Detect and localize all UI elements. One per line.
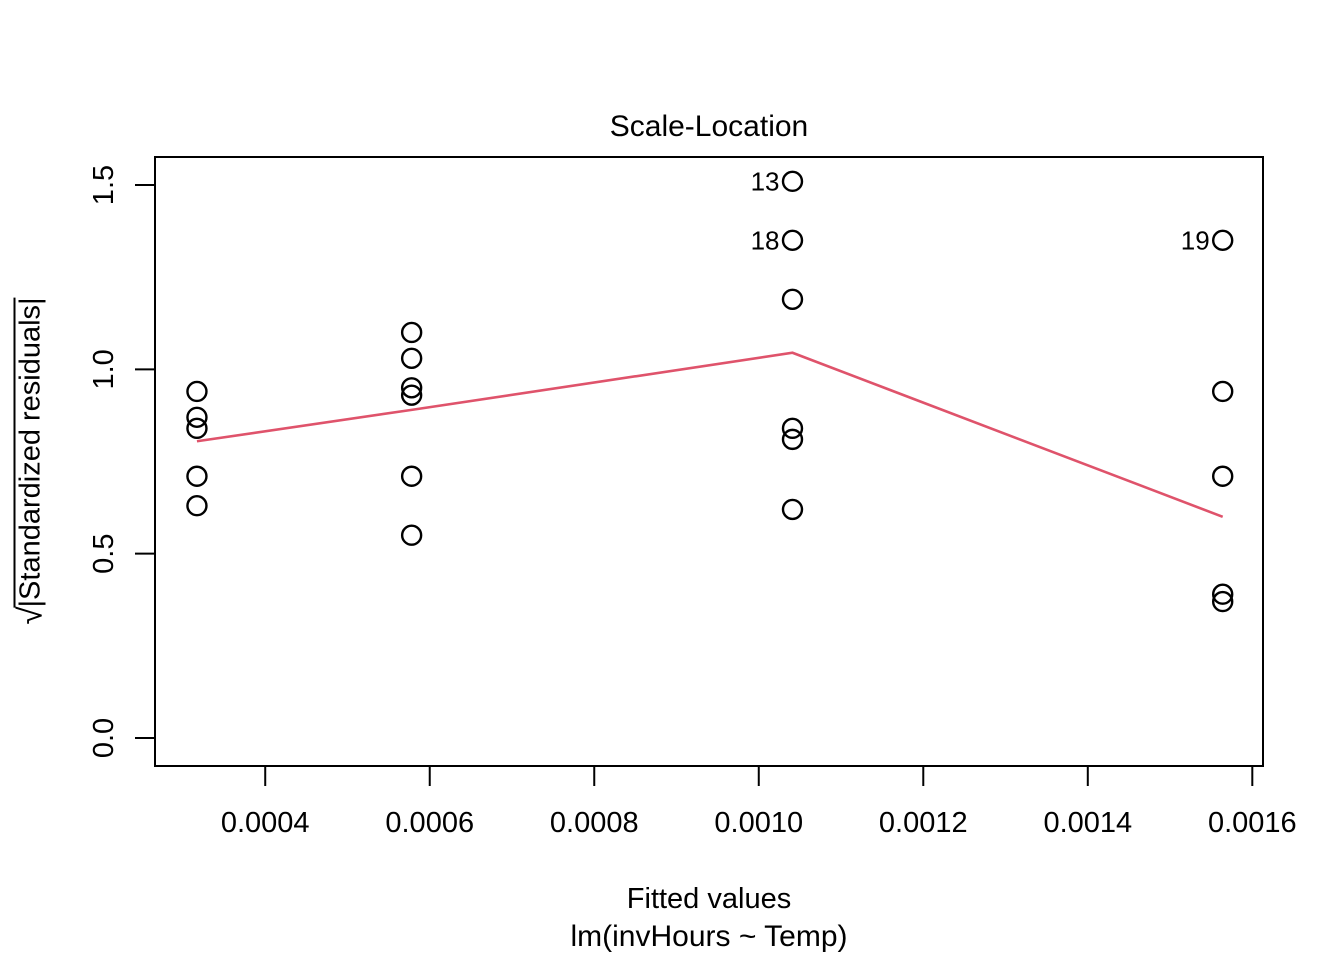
- data-point: [186, 495, 208, 517]
- data-point: [186, 380, 208, 403]
- y-tick-label: 0.5: [88, 533, 120, 573]
- data-point: [400, 524, 423, 546]
- data-point: [400, 465, 423, 487]
- data-point: [400, 384, 423, 406]
- y-tick-label: 1.0: [88, 349, 120, 389]
- data-point: [781, 170, 804, 193]
- point-label: 19: [1181, 225, 1210, 255]
- x-tick-label: 0.0012: [879, 807, 968, 839]
- data-point: [186, 417, 208, 440]
- data-point: [400, 321, 423, 344]
- data-point: [781, 229, 804, 252]
- smooth-line: [196, 351, 1224, 519]
- x-axis-label: Fitted values: [626, 883, 792, 915]
- data-point: [1211, 590, 1234, 613]
- x-tick-label: 0.0014: [1043, 807, 1132, 839]
- data-point: [781, 417, 804, 440]
- data-point: [400, 377, 423, 399]
- data-point: [186, 465, 208, 487]
- y-tick-label: 1.5: [88, 165, 120, 205]
- plot-title: Scale-Location: [609, 110, 809, 143]
- data-point: [186, 406, 208, 428]
- point-label: 13: [751, 166, 780, 196]
- data-point: [1211, 229, 1234, 252]
- x-tick-label: 0.0010: [714, 807, 803, 839]
- data-point: [1211, 465, 1234, 487]
- data-point: [781, 498, 804, 521]
- data-point: [1211, 380, 1234, 403]
- data-point: [781, 288, 804, 310]
- model-formula-label: lm(invHours ~ Temp): [570, 920, 848, 953]
- plot-box: [154, 156, 1264, 767]
- x-tick-label: 0.0008: [550, 807, 639, 839]
- data-point: [781, 428, 804, 451]
- y-tick-label: 0.0: [88, 718, 120, 758]
- data-point: [400, 347, 423, 369]
- data-point: [1211, 583, 1234, 605]
- x-tick-label: 0.0004: [221, 807, 310, 839]
- x-tick-label: 0.0006: [385, 807, 474, 839]
- x-tick-label: 0.0016: [1208, 807, 1297, 839]
- point-label: 18: [751, 225, 780, 255]
